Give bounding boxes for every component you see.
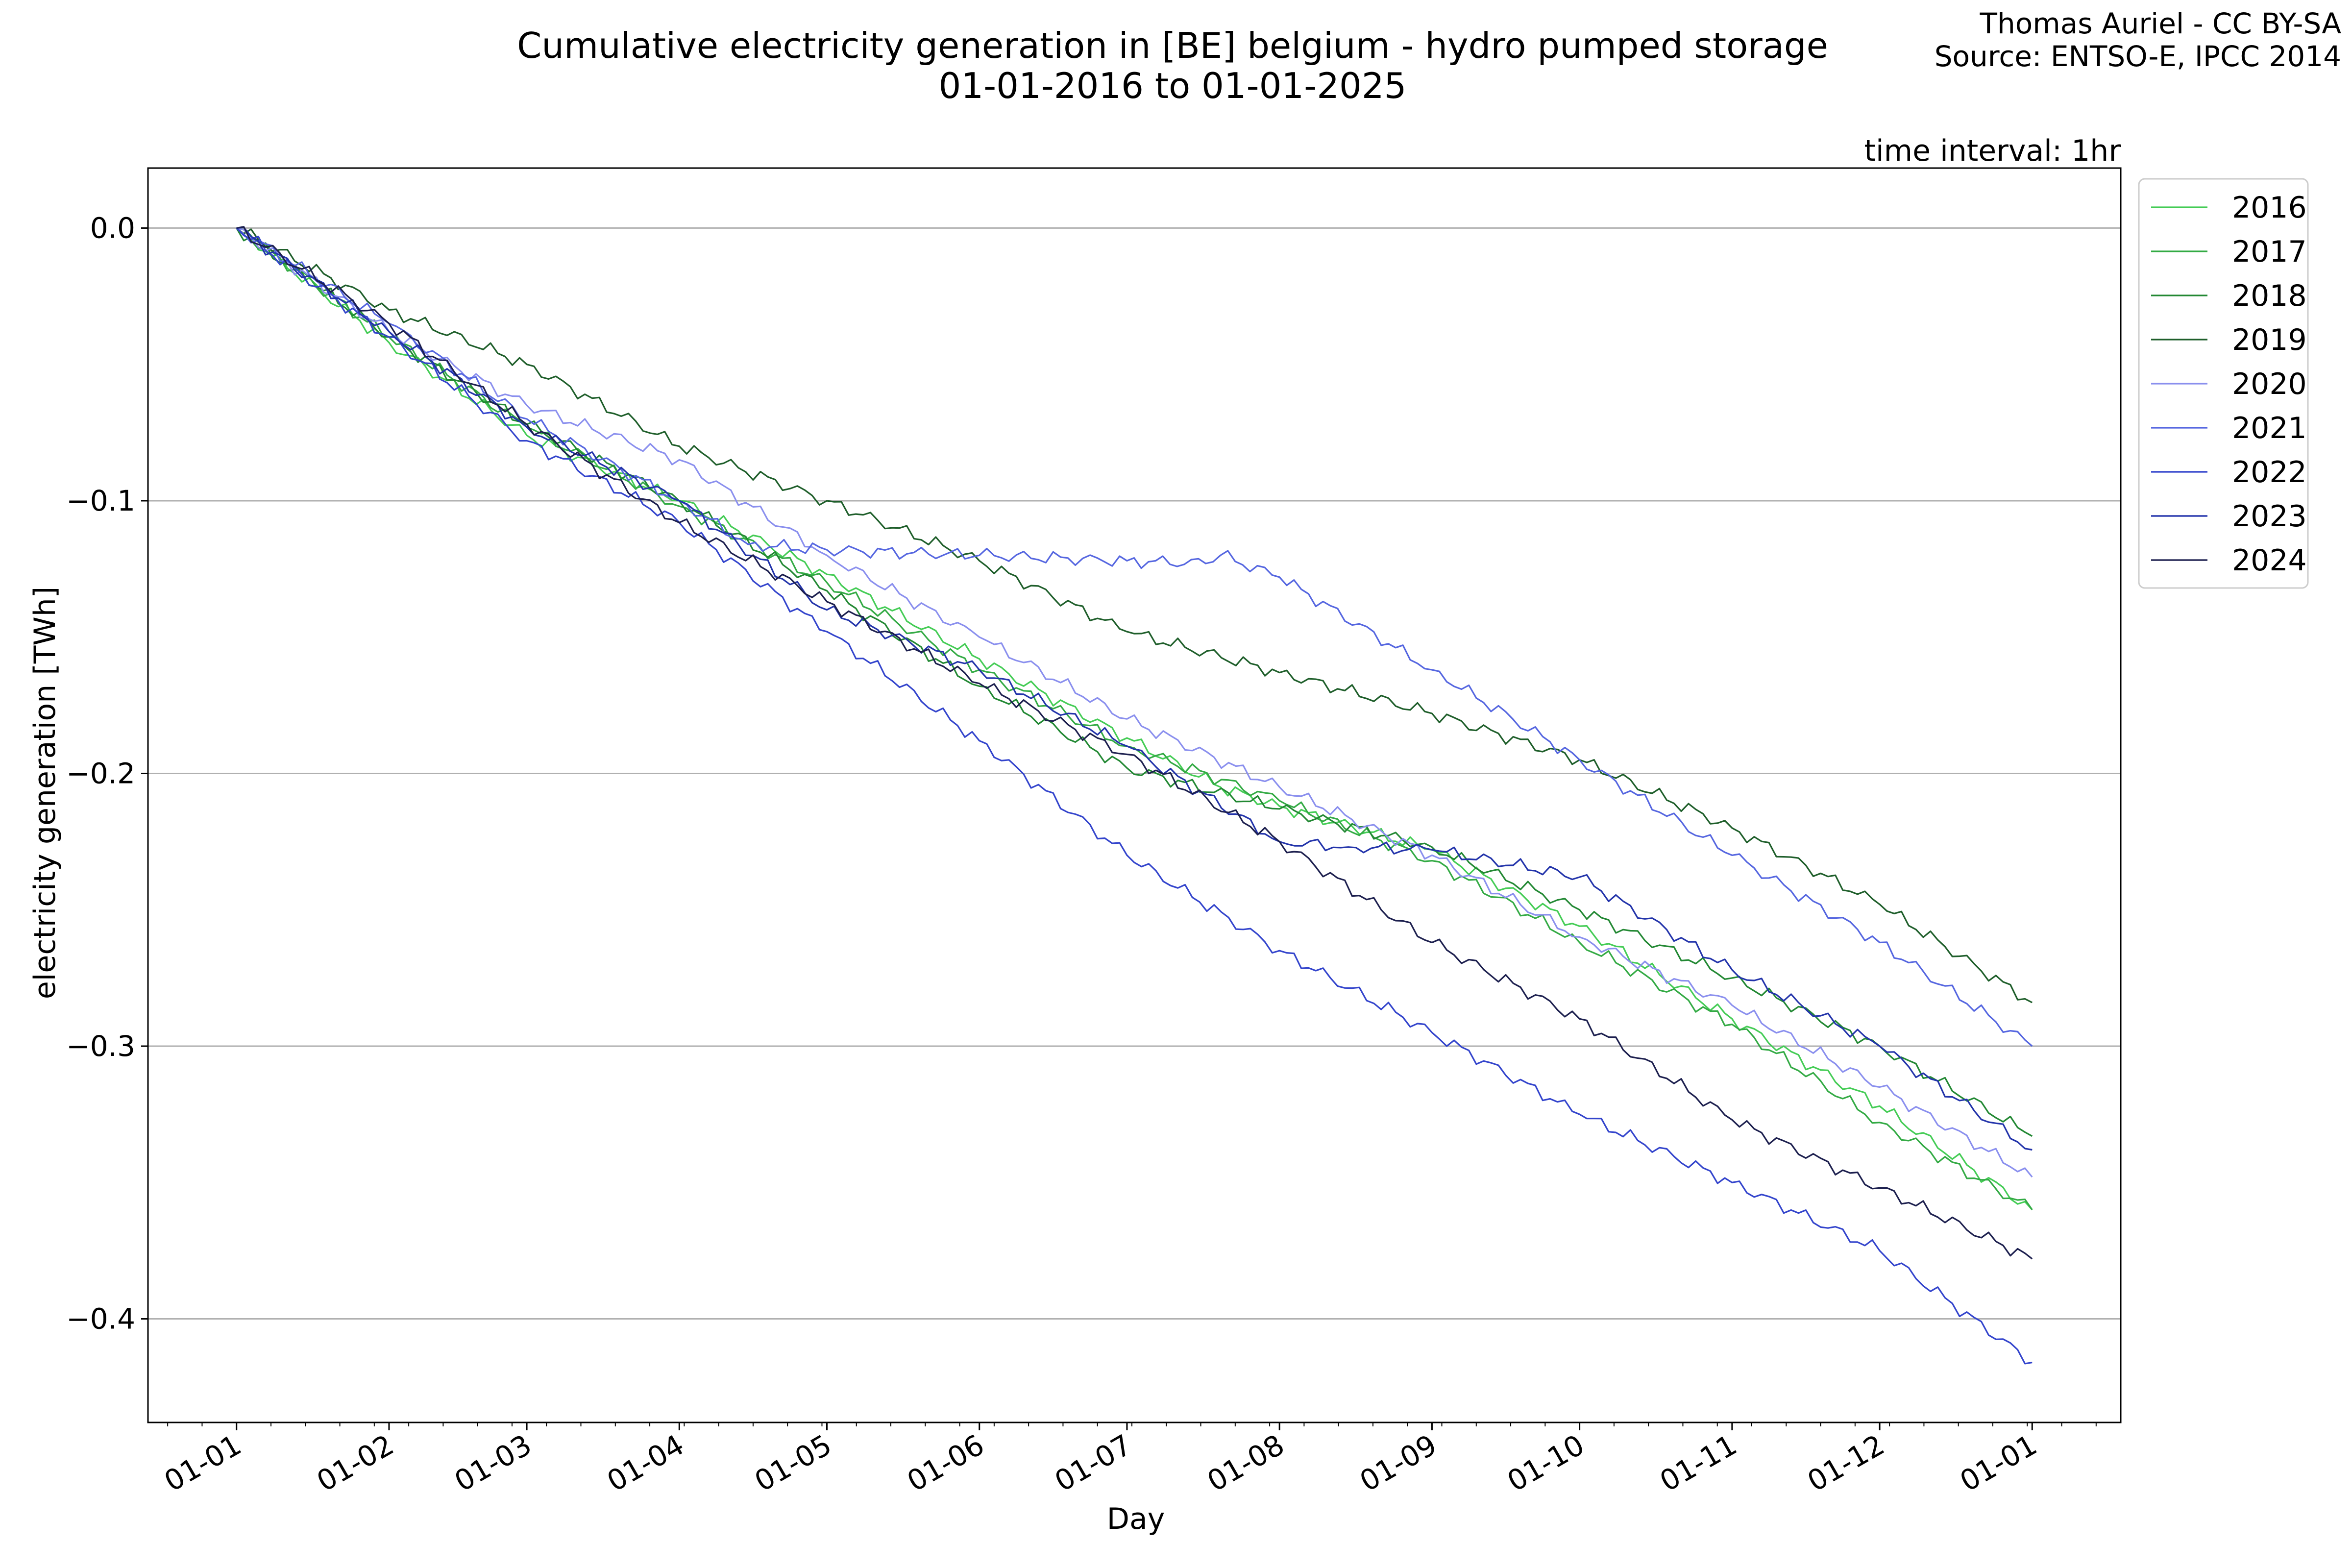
y-tick-label: −0.2 <box>66 757 135 790</box>
y-tick-label: −0.4 <box>66 1302 135 1336</box>
legend-label: 2017 <box>2232 235 2307 269</box>
y-axis-label: electricity generation [TWh] <box>28 587 62 999</box>
legend-label: 2019 <box>2232 323 2307 357</box>
plot-frame <box>147 167 2122 1423</box>
legend-label: 2023 <box>2232 499 2307 534</box>
chart-title: Cumulative electricity generation in [BE… <box>517 25 1828 66</box>
series-line-2020 <box>236 227 2033 1178</box>
series-line-2021 <box>236 227 2033 1047</box>
series-line-2019 <box>236 227 2033 1004</box>
legend-label: 2022 <box>2232 455 2307 490</box>
legend-label: 2020 <box>2232 367 2307 401</box>
series-line-2016 <box>236 227 2033 1210</box>
legend-label: 2021 <box>2232 411 2307 445</box>
legend-label: 2024 <box>2232 543 2307 578</box>
series-line-2024 <box>236 226 2033 1260</box>
legend-label: 2018 <box>2232 279 2307 313</box>
y-tick-label: −0.1 <box>66 484 135 517</box>
x-axis-label: Day <box>1107 1502 1165 1536</box>
y-tick-label: −0.3 <box>66 1029 135 1063</box>
legend: 2016 2017 2018 2019 2020 2021 2022 2023 2024 <box>2138 178 2309 589</box>
series-line-2022 <box>236 227 2033 1365</box>
time-interval-note: time interval: 1hr <box>1864 134 2121 168</box>
author-credit: Thomas Auriel - CC BY-SA <box>1980 7 2342 40</box>
y-tick-label: 0.0 <box>90 211 135 245</box>
series-line-2018 <box>236 227 2033 1137</box>
series-lines <box>236 226 2033 1365</box>
y-axis: 0.0 −0.1 −0.2 −0.3 −0.4 <box>66 211 148 1336</box>
source-credit: Source: ENTSO-E, IPCC 2014 <box>1935 40 2341 73</box>
chart-subtitle: 01-01-2016 to 01-01-2025 <box>939 65 1407 106</box>
series-line-2017 <box>236 227 2033 1210</box>
legend-label: 2016 <box>2232 191 2307 225</box>
legend-box <box>2138 178 2309 589</box>
